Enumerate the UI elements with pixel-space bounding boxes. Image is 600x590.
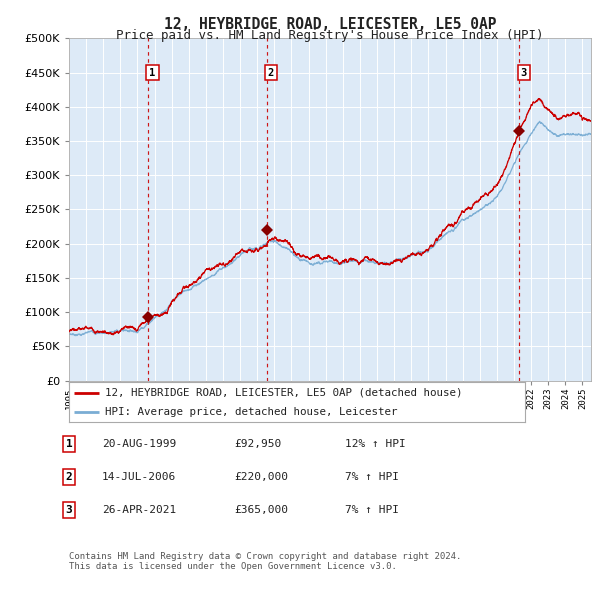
Text: 12, HEYBRIDGE ROAD, LEICESTER, LE5 0AP: 12, HEYBRIDGE ROAD, LEICESTER, LE5 0AP [164,17,496,31]
Text: 12, HEYBRIDGE ROAD, LEICESTER, LE5 0AP (detached house): 12, HEYBRIDGE ROAD, LEICESTER, LE5 0AP (… [106,388,463,398]
Text: 26-APR-2021: 26-APR-2021 [102,505,176,514]
Text: 12% ↑ HPI: 12% ↑ HPI [345,439,406,448]
Text: Price paid vs. HM Land Registry's House Price Index (HPI): Price paid vs. HM Land Registry's House … [116,30,544,42]
Text: HPI: Average price, detached house, Leicester: HPI: Average price, detached house, Leic… [106,407,398,417]
Text: 3: 3 [521,68,527,77]
Text: 2: 2 [268,68,274,77]
Text: 3: 3 [65,505,73,514]
Text: 7% ↑ HPI: 7% ↑ HPI [345,472,399,481]
Text: 2: 2 [65,472,73,481]
Text: 20-AUG-1999: 20-AUG-1999 [102,439,176,448]
Text: 14-JUL-2006: 14-JUL-2006 [102,472,176,481]
Text: 1: 1 [65,439,73,448]
Text: 1: 1 [149,68,155,77]
Text: £365,000: £365,000 [234,505,288,514]
Text: Contains HM Land Registry data © Crown copyright and database right 2024.
This d: Contains HM Land Registry data © Crown c… [69,552,461,571]
Text: £220,000: £220,000 [234,472,288,481]
Text: 7% ↑ HPI: 7% ↑ HPI [345,505,399,514]
Text: £92,950: £92,950 [234,439,281,448]
